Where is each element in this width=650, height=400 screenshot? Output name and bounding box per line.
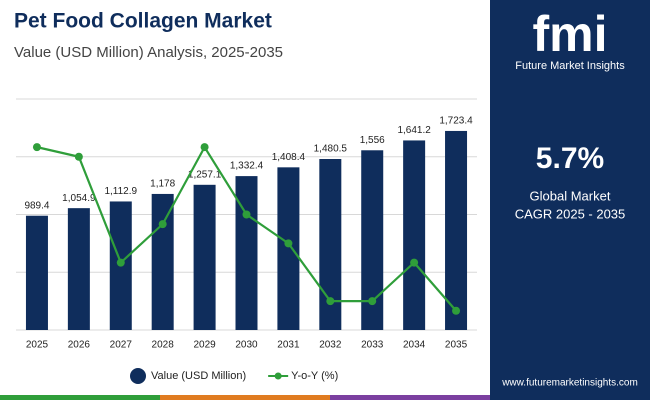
yoy-point xyxy=(74,152,83,161)
data-label: 1,556 xyxy=(360,135,385,146)
bar xyxy=(403,140,426,330)
x-tick-label: 2034 xyxy=(403,340,426,351)
bar xyxy=(25,215,48,330)
data-label: 1,723.4 xyxy=(439,116,473,127)
x-tick-label: 2026 xyxy=(68,340,91,351)
data-label: 1,257.1 xyxy=(188,169,222,180)
legend-marker xyxy=(274,372,282,380)
x-tick-label: 2029 xyxy=(193,340,216,351)
logo-mark: fmi xyxy=(533,6,608,62)
x-tick-label: 2027 xyxy=(110,340,133,351)
legend-marker xyxy=(130,368,146,384)
x-tick-label: 2028 xyxy=(152,340,175,351)
bar xyxy=(151,193,174,330)
legend-label: Value (USD Million) xyxy=(151,370,246,382)
x-tick-label: 2030 xyxy=(235,340,258,351)
x-tick-label: 2035 xyxy=(445,340,468,351)
yoy-point xyxy=(200,143,209,152)
cagr-label: Global Market xyxy=(530,188,611,203)
data-label: 1,641.2 xyxy=(397,125,431,136)
bar xyxy=(277,167,300,330)
yoy-point xyxy=(326,297,335,306)
bar xyxy=(193,184,216,330)
data-label: 1,054.9 xyxy=(62,193,96,204)
yoy-point xyxy=(242,210,251,219)
x-tick-label: 2032 xyxy=(319,340,342,351)
yoy-point xyxy=(410,258,419,267)
stripe xyxy=(330,395,490,400)
data-label: 1,408.4 xyxy=(272,152,306,163)
yoy-point xyxy=(32,143,41,152)
legend-label: Y-o-Y (%) xyxy=(291,370,338,382)
yoy-point xyxy=(158,220,167,229)
cagr-value: 5.7% xyxy=(536,142,604,175)
data-label: 989.4 xyxy=(24,200,49,211)
side-panel xyxy=(490,0,650,400)
chart-subtitle: Value (USD Million) Analysis, 2025-2035 xyxy=(14,44,283,61)
logo-name: Future Market Insights xyxy=(515,60,625,72)
cagr-label: CAGR 2025 - 2035 xyxy=(515,206,626,221)
x-tick-label: 2025 xyxy=(26,340,49,351)
x-tick-label: 2031 xyxy=(277,340,300,351)
chart-title: Pet Food Collagen Market xyxy=(14,10,272,33)
x-tick-label: 2033 xyxy=(361,340,384,351)
yoy-point xyxy=(116,258,125,267)
bar xyxy=(235,176,258,330)
data-label: 1,332.4 xyxy=(230,161,264,172)
stripe xyxy=(160,395,330,400)
yoy-point xyxy=(368,297,377,306)
website: www.futuremarketinsights.com xyxy=(501,378,638,389)
data-label: 1,480.5 xyxy=(314,144,348,155)
yoy-point xyxy=(452,306,461,315)
bar xyxy=(361,150,384,330)
bar xyxy=(445,130,468,330)
bar xyxy=(319,159,342,330)
stripe xyxy=(0,395,160,400)
data-label: 1,112.9 xyxy=(104,186,137,197)
bar xyxy=(67,208,90,330)
data-label: 1,178 xyxy=(150,179,175,190)
yoy-point xyxy=(284,239,293,248)
